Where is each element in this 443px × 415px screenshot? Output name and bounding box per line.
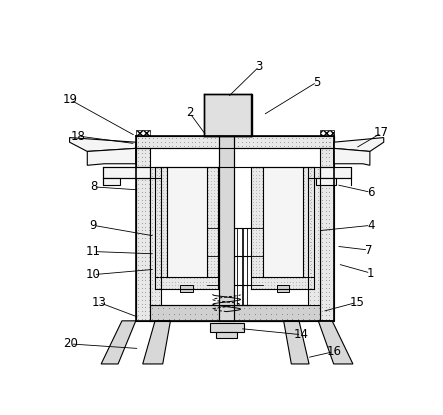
Bar xyxy=(150,305,320,321)
Text: 2: 2 xyxy=(186,106,194,120)
Text: 13: 13 xyxy=(91,296,106,309)
Bar xyxy=(219,136,234,321)
Bar xyxy=(320,167,351,178)
Polygon shape xyxy=(101,321,136,364)
Polygon shape xyxy=(87,148,136,165)
Polygon shape xyxy=(70,138,136,151)
Text: 7: 7 xyxy=(365,244,372,256)
Bar xyxy=(155,167,167,277)
Text: 16: 16 xyxy=(326,345,341,358)
Bar xyxy=(180,285,193,292)
Bar xyxy=(251,277,315,288)
Bar xyxy=(136,136,150,321)
Bar xyxy=(210,323,244,332)
Bar xyxy=(136,130,150,136)
Text: 5: 5 xyxy=(313,76,320,89)
Text: 19: 19 xyxy=(63,93,78,106)
Polygon shape xyxy=(334,148,370,165)
Text: 10: 10 xyxy=(86,268,101,281)
Polygon shape xyxy=(334,138,384,151)
Text: 14: 14 xyxy=(294,328,309,341)
Bar xyxy=(103,167,150,178)
Bar xyxy=(155,277,218,288)
Bar xyxy=(308,167,320,305)
Bar xyxy=(251,167,263,277)
Text: 8: 8 xyxy=(90,181,97,193)
Bar xyxy=(316,178,336,186)
Text: 6: 6 xyxy=(367,186,374,199)
Bar xyxy=(103,178,120,186)
Bar xyxy=(216,332,237,338)
Polygon shape xyxy=(318,321,353,364)
Bar xyxy=(277,285,289,292)
Polygon shape xyxy=(143,321,171,364)
Text: 11: 11 xyxy=(86,245,101,258)
Text: 18: 18 xyxy=(70,129,85,142)
Bar xyxy=(303,167,315,277)
Text: 20: 20 xyxy=(63,337,78,350)
Bar xyxy=(204,95,252,136)
Bar xyxy=(136,136,334,148)
Bar xyxy=(320,130,334,136)
Text: 1: 1 xyxy=(367,266,374,280)
Bar xyxy=(150,167,161,305)
Polygon shape xyxy=(284,321,309,364)
Text: 4: 4 xyxy=(367,219,374,232)
Bar xyxy=(263,167,303,277)
Text: 3: 3 xyxy=(255,60,263,73)
Text: 9: 9 xyxy=(89,219,97,232)
Bar xyxy=(320,136,334,321)
Bar xyxy=(167,167,206,277)
Text: 17: 17 xyxy=(374,127,389,139)
Bar xyxy=(206,167,218,277)
Text: 15: 15 xyxy=(350,296,364,309)
